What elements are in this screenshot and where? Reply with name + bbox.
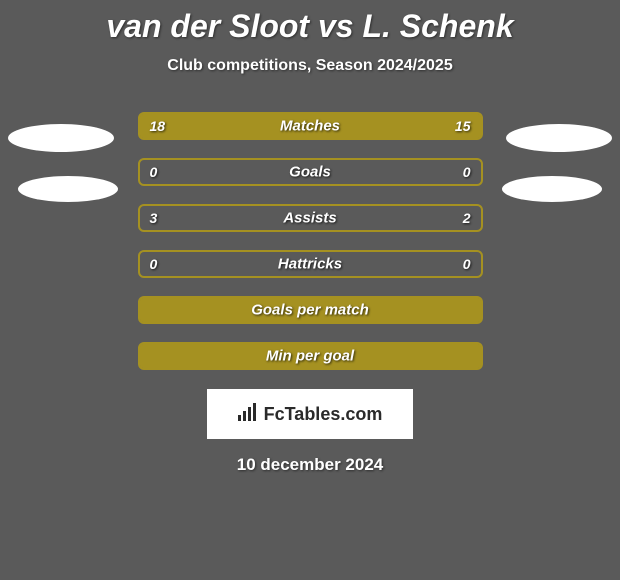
stat-row-assists: 3 Assists 2 xyxy=(0,195,620,241)
bar-gpm: Goals per match xyxy=(138,296,483,324)
bar-matches: 18 Matches 15 xyxy=(138,112,483,140)
value-right-hattricks: 0 xyxy=(463,256,471,272)
logo-text: FcTables.com xyxy=(264,404,383,425)
page-title: van der Sloot vs L. Schenk xyxy=(0,0,620,45)
bar-hattricks: 0 Hattricks 0 xyxy=(138,250,483,278)
chart-icon xyxy=(238,403,260,426)
logo-box: FcTables.com xyxy=(207,389,413,439)
stat-row-goals: 0 Goals 0 xyxy=(0,149,620,195)
page-subtitle: Club competitions, Season 2024/2025 xyxy=(0,57,620,75)
stats-chart: 18 Matches 15 0 Goals 0 3 Assists 2 0 Ha… xyxy=(0,103,620,379)
label-goals: Goals xyxy=(289,164,331,181)
label-assists: Assists xyxy=(283,210,336,227)
bar-mpg: Min per goal xyxy=(138,342,483,370)
value-right-goals: 0 xyxy=(463,164,471,180)
date-text: 10 december 2024 xyxy=(0,455,620,475)
label-mpg: Min per goal xyxy=(266,348,354,365)
label-gpm: Goals per match xyxy=(251,302,369,319)
bar-assists: 3 Assists 2 xyxy=(138,204,483,232)
value-left-goals: 0 xyxy=(150,164,158,180)
value-right-assists: 2 xyxy=(463,210,471,226)
stat-row-hattricks: 0 Hattricks 0 xyxy=(0,241,620,287)
label-hattricks: Hattricks xyxy=(278,256,342,273)
stat-row-mpg: Min per goal xyxy=(0,333,620,379)
value-left-assists: 3 xyxy=(150,210,158,226)
bar-goals: 0 Goals 0 xyxy=(138,158,483,186)
stat-row-matches: 18 Matches 15 xyxy=(0,103,620,149)
value-left-hattricks: 0 xyxy=(150,256,158,272)
value-left-matches: 18 xyxy=(150,118,166,134)
value-right-matches: 15 xyxy=(455,118,471,134)
label-matches: Matches xyxy=(280,118,340,135)
stat-row-gpm: Goals per match xyxy=(0,287,620,333)
